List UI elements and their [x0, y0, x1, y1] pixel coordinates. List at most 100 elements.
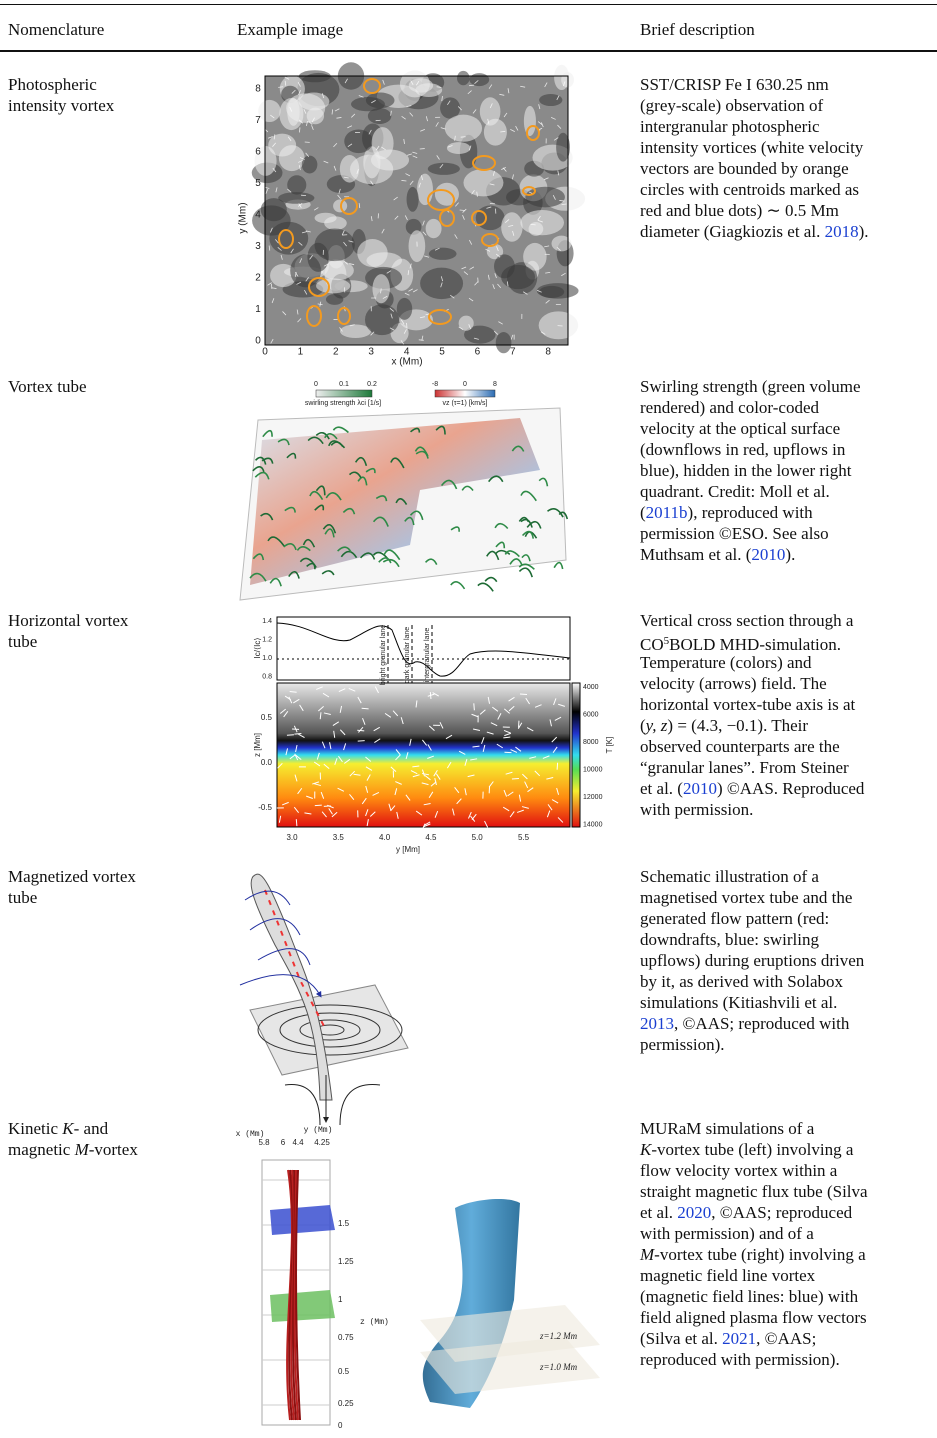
swirl — [558, 511, 569, 520]
velocity-arrow — [481, 737, 485, 744]
velocity-vector — [508, 224, 514, 227]
swirl — [254, 471, 270, 480]
velocity-vector — [275, 239, 279, 244]
swirl — [330, 441, 344, 448]
velocity-vector — [333, 143, 338, 148]
velocity-arrow — [395, 754, 401, 761]
citation-link[interactable]: 2018 — [824, 222, 859, 241]
vortex-contour — [481, 233, 499, 247]
velocity-vector — [394, 215, 399, 220]
granule — [523, 242, 547, 271]
velocity-arrow — [525, 697, 530, 705]
granule — [269, 221, 309, 255]
field-line — [286, 1169, 293, 1421]
citation-link[interactable]: 2013 — [640, 1014, 674, 1033]
velocity-arrow — [369, 811, 376, 817]
velocity-vector — [455, 202, 459, 207]
velocity-arrow — [365, 766, 373, 771]
velocity-arrow — [289, 691, 297, 693]
citation-link[interactable]: 2010 — [751, 545, 786, 564]
velocity-arrow — [471, 713, 479, 718]
citation-link[interactable]: 2010 — [682, 779, 717, 798]
velocity-arrow — [357, 740, 365, 742]
granule — [554, 64, 570, 91]
velocity-vector — [308, 121, 313, 125]
citation-link[interactable]: 2011b — [645, 503, 688, 522]
velocity-arrow — [552, 746, 558, 753]
velocity-vector — [457, 106, 462, 111]
vortex-contour — [278, 229, 294, 249]
velocity-vector — [284, 80, 287, 86]
vortex-contour — [337, 307, 351, 325]
velocity-arrow — [557, 817, 564, 823]
velocity-arrow — [415, 700, 418, 708]
text: K — [640, 1140, 652, 1159]
swirl — [409, 510, 424, 521]
velocity-vector — [305, 120, 308, 127]
nomenclature: Magnetized vortex — [8, 866, 136, 887]
velocity-arrow — [374, 686, 379, 694]
swirl — [284, 506, 296, 513]
velocity-vector — [409, 112, 414, 117]
tick-label: 3 — [368, 347, 374, 358]
velocity-arrow — [293, 725, 298, 733]
velocity-vector — [440, 276, 444, 282]
text: M — [74, 1140, 89, 1159]
description: velocity at the optical surface — [640, 418, 840, 439]
velocity-vector — [337, 194, 342, 200]
description: blue), hidden in the lower right — [640, 460, 852, 481]
text: “granular lanes”. From Steiner — [640, 758, 849, 777]
granule — [536, 283, 579, 299]
velocity-arrow — [482, 744, 486, 752]
velocity-arrow — [551, 736, 558, 743]
velocity-vector — [434, 247, 440, 251]
nomenclature: Kinetic K- and — [8, 1118, 108, 1139]
velocity-arrow — [504, 732, 512, 737]
velocity-arrow — [349, 793, 355, 801]
description: rendered) and color-coded — [640, 397, 819, 418]
tick-label: -8 — [432, 381, 438, 388]
swirl — [288, 570, 300, 579]
swirl — [553, 561, 564, 570]
velocity-arrow — [472, 745, 480, 748]
tick-label: 7 — [255, 115, 261, 126]
velocity-vector — [418, 182, 421, 188]
velocity-arrow — [332, 721, 340, 727]
granule — [483, 118, 507, 146]
velocity-vector — [382, 295, 388, 299]
velocity-vector — [412, 151, 418, 154]
header-cell: Nomenclature — [8, 20, 105, 39]
velocity-arrow — [286, 734, 294, 736]
citation-link[interactable]: 2021 — [722, 1329, 757, 1348]
velocity-arrow — [400, 717, 404, 725]
text: , ©AAS; — [756, 1329, 817, 1348]
tick-label: 4.5 — [425, 833, 437, 842]
tick-label: 0.5 — [261, 713, 273, 722]
velocity-vector — [406, 322, 408, 328]
swirl — [494, 549, 511, 556]
velocity-arrow — [434, 810, 439, 818]
velocity-vector — [321, 93, 325, 99]
swirl — [267, 536, 285, 547]
velocity-vector — [487, 118, 490, 124]
velocity-vector — [267, 282, 272, 286]
swirl — [547, 508, 564, 518]
citation-link[interactable]: 2020 — [677, 1203, 712, 1222]
swirl — [383, 549, 401, 561]
swirl — [262, 429, 273, 438]
velocity-vector — [343, 176, 349, 179]
velocity-vector — [323, 160, 329, 164]
velocity-vector — [305, 152, 310, 157]
velocity-vector — [389, 308, 395, 312]
velocity-arrow — [517, 809, 524, 813]
velocity-vector — [381, 228, 385, 234]
swirl — [302, 538, 316, 548]
text: observed counterparts are the — [640, 737, 840, 756]
text: Vertical cross section through a — [640, 611, 854, 630]
velocity-arrow — [293, 698, 300, 704]
velocity-vector — [339, 327, 343, 332]
swirl — [461, 485, 474, 492]
granule — [287, 175, 307, 195]
text: horizontal vortex-tube axis is at — [640, 695, 856, 714]
text: flow velocity vortex within a — [640, 1161, 838, 1180]
